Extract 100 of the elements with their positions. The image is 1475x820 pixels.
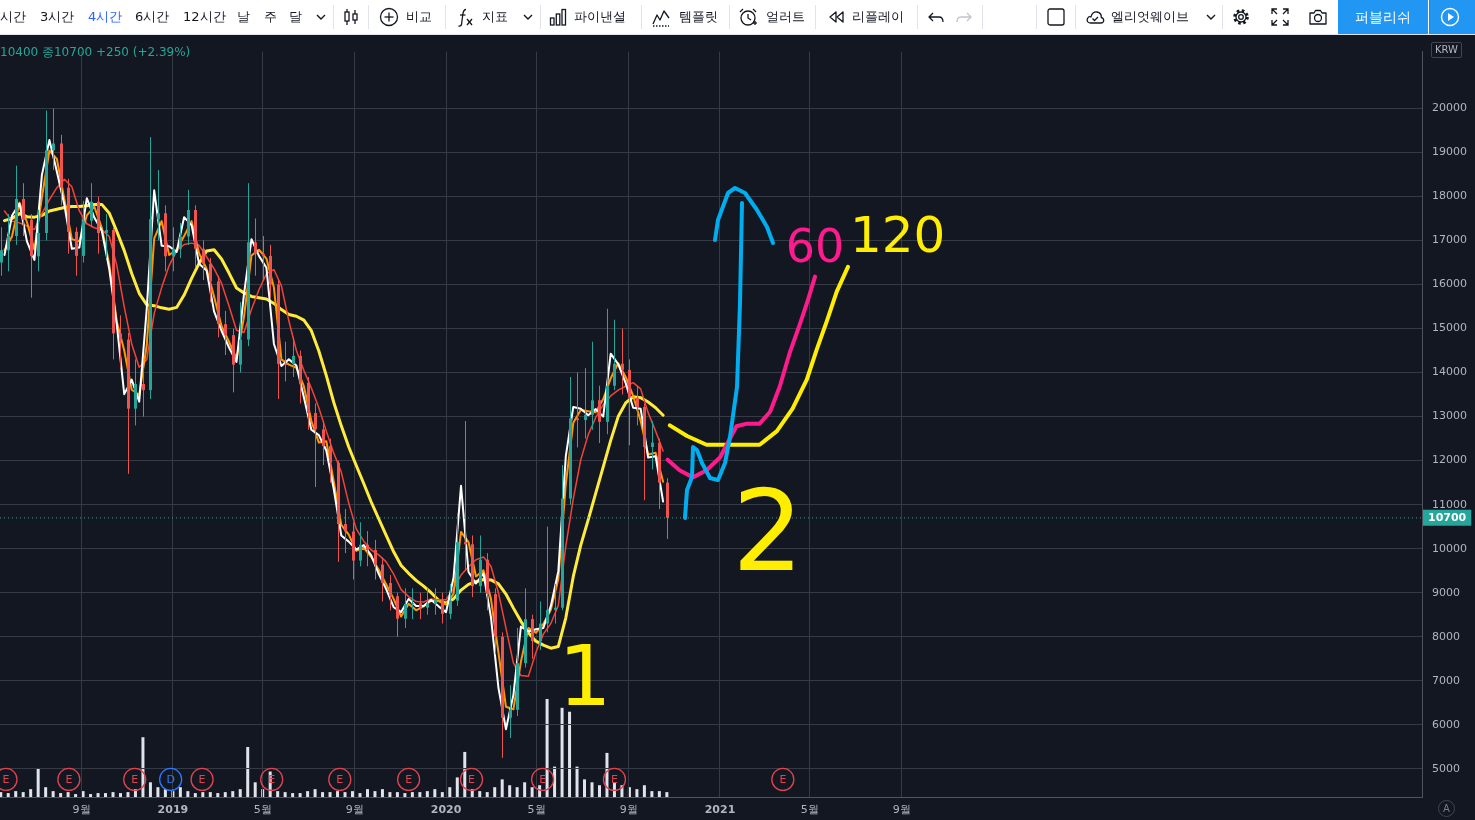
bar xyxy=(59,793,63,797)
bar xyxy=(343,792,347,797)
bar xyxy=(493,787,497,797)
bar xyxy=(74,794,78,797)
text: 지표 xyxy=(482,9,508,25)
text: 달 xyxy=(289,9,302,25)
annotation: E xyxy=(405,772,413,786)
text: A xyxy=(1438,800,1455,817)
y-tick-label: 5000 xyxy=(1432,761,1460,775)
text: 6시간 xyxy=(135,9,170,25)
bar xyxy=(380,789,384,797)
candlestick xyxy=(322,420,325,466)
bar xyxy=(96,793,100,797)
candlestick xyxy=(142,367,145,418)
bar xyxy=(388,792,392,797)
bar xyxy=(523,782,527,797)
bar xyxy=(650,791,654,797)
bar xyxy=(0,792,3,797)
candlestick xyxy=(396,592,399,638)
bar xyxy=(358,793,362,797)
x-tick-label: 9월 xyxy=(345,803,364,817)
bar xyxy=(201,792,205,797)
bar xyxy=(635,789,639,797)
candlestick xyxy=(254,217,257,277)
y-tick-label: 13000 xyxy=(1432,409,1467,423)
candlestick xyxy=(598,385,601,444)
annotation: D xyxy=(166,772,175,786)
candlestick xyxy=(449,583,452,620)
candlestick xyxy=(22,182,25,237)
bar xyxy=(351,791,355,797)
candlestick xyxy=(411,587,414,620)
bar xyxy=(313,789,317,797)
candlestick xyxy=(434,587,437,616)
bar xyxy=(463,751,467,797)
annotation: E xyxy=(539,772,547,786)
candlestick xyxy=(576,372,579,448)
y-tick-label: 15000 xyxy=(1432,321,1467,335)
text: 엘리엇웨이브 xyxy=(1111,9,1189,25)
bar xyxy=(395,792,399,797)
y-tick-label: 7000 xyxy=(1432,673,1460,687)
bar xyxy=(276,791,280,797)
y-tick-label: 8000 xyxy=(1432,629,1460,643)
y-tick-label: 14000 xyxy=(1432,365,1467,379)
candlestick xyxy=(90,182,93,228)
x-tick-label: 5월 xyxy=(527,803,546,817)
ref-line-label: 10700 xyxy=(1428,510,1467,524)
text: 시간 xyxy=(0,9,26,25)
text: 날 xyxy=(237,9,250,25)
candlestick xyxy=(539,601,542,651)
bar xyxy=(545,699,549,797)
annotation: E xyxy=(468,772,476,786)
bar xyxy=(365,789,369,797)
candlestick xyxy=(172,226,175,272)
bar xyxy=(425,791,429,797)
y-tick-label: 6000 xyxy=(1432,717,1460,731)
candlestick xyxy=(292,336,295,378)
bar xyxy=(328,792,332,797)
bar xyxy=(44,787,48,797)
bar xyxy=(119,793,122,797)
bar xyxy=(485,792,489,797)
annotation: E xyxy=(610,772,618,786)
bar xyxy=(530,787,534,797)
bar xyxy=(418,792,422,797)
bar xyxy=(231,791,235,797)
candlestick xyxy=(359,521,362,567)
bar xyxy=(51,791,55,797)
x-tick-label: 5월 xyxy=(800,803,819,817)
annotation: E xyxy=(131,772,139,786)
candlestick xyxy=(404,587,407,629)
bar xyxy=(66,792,70,797)
annotation: E xyxy=(198,772,206,786)
y-tick-label: 12000 xyxy=(1432,453,1467,467)
bar xyxy=(455,777,459,797)
text: 퍼블리쉬 xyxy=(1338,0,1428,34)
candlestick xyxy=(224,310,227,356)
candlestick xyxy=(157,169,160,241)
candlestick xyxy=(389,574,392,611)
candlestick xyxy=(7,213,10,272)
annotation: 10400 종10700 +250 (+2.39%) xyxy=(0,45,191,60)
bar xyxy=(186,791,190,797)
bar xyxy=(291,793,295,797)
bar xyxy=(508,785,512,797)
bar xyxy=(410,792,414,797)
annotation: 2 xyxy=(732,466,804,596)
candlestick xyxy=(0,226,3,277)
bar xyxy=(21,792,25,797)
annotation: E xyxy=(779,772,787,786)
candlestick xyxy=(119,314,122,369)
bar xyxy=(193,793,197,797)
text: 비교 xyxy=(406,9,432,25)
x-tick-label: 9월 xyxy=(619,803,638,817)
bar xyxy=(208,792,212,797)
candlestick xyxy=(314,402,317,488)
bar xyxy=(14,791,18,797)
annotation: E xyxy=(336,772,344,786)
candlestick xyxy=(52,107,55,171)
bar xyxy=(156,787,160,797)
candlestick xyxy=(329,438,332,484)
text: 4시간 xyxy=(88,9,123,25)
candlestick xyxy=(651,420,654,470)
